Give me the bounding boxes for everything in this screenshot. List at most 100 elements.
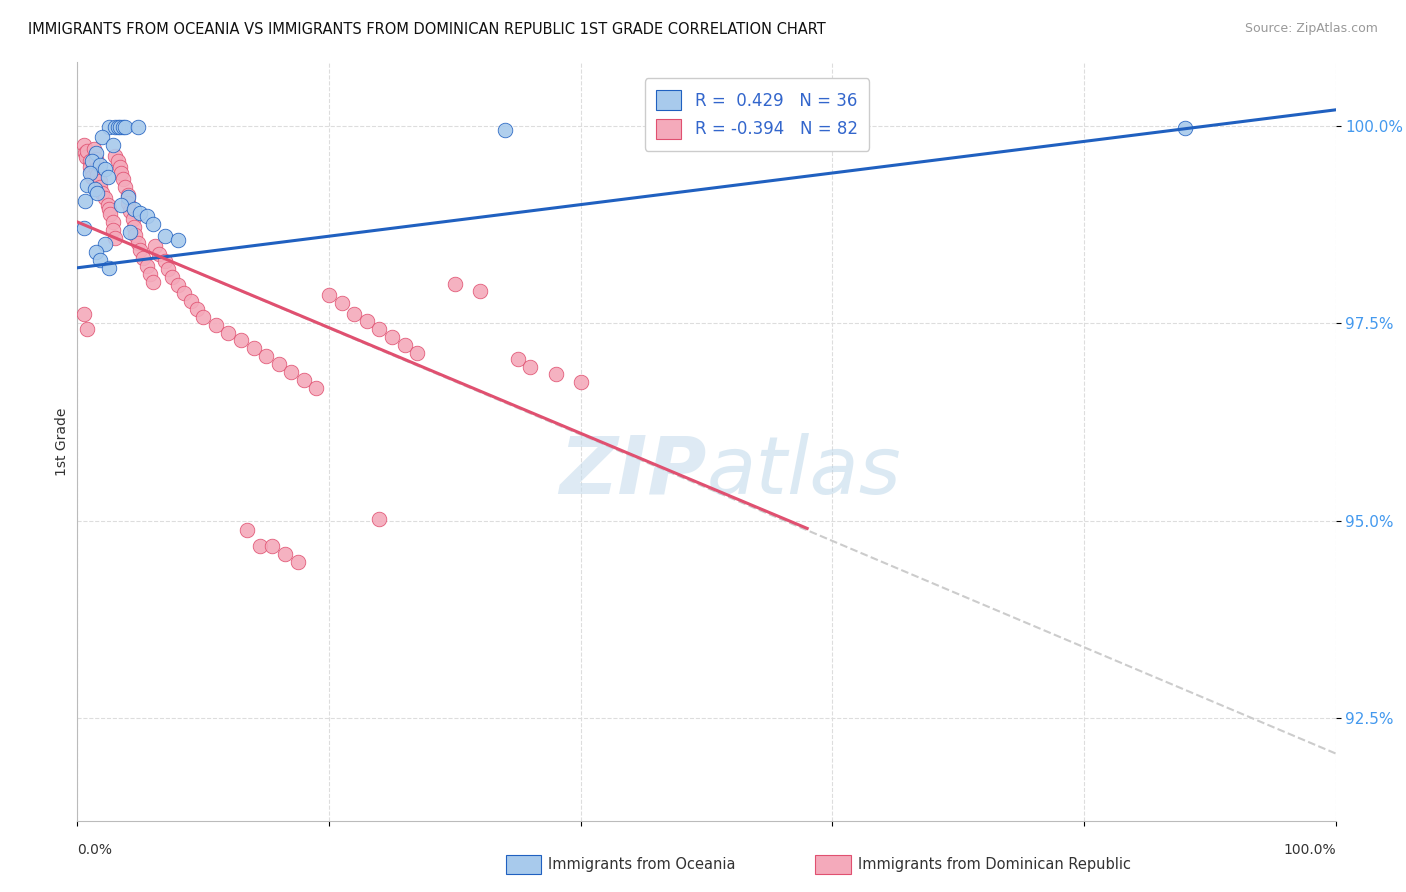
Point (494, 122, 516, 136)
Point (305, 381, 328, 395)
Point (104, 231, 127, 245)
Point (148, 246, 170, 260)
Point (84, 146, 107, 161)
Point (89, 158, 111, 172)
Point (82, 169, 104, 184)
Point (82, 154, 104, 169)
Point (143, 238, 166, 252)
Point (101, 223, 124, 237)
Text: 0.0%: 0.0% (77, 843, 112, 857)
Point (94, 162, 117, 177)
Point (267, 357, 290, 371)
Point (114, 180, 136, 194)
Point (468, 285, 491, 299)
Point (94, 237, 117, 252)
Point (82, 164, 104, 178)
Point (1174, 120, 1197, 135)
Point (569, 376, 592, 390)
Point (83, 142, 105, 156)
Point (75, 150, 97, 164)
Point (104, 120, 127, 135)
Point (519, 359, 541, 374)
Point (107, 120, 129, 135)
Point (76, 144, 98, 158)
Point (318, 288, 340, 302)
Point (142, 275, 165, 289)
Point (91, 130, 114, 145)
Point (204, 318, 226, 332)
Point (84, 152, 107, 166)
Point (444, 277, 467, 291)
Point (117, 188, 139, 202)
Point (127, 235, 149, 250)
Point (368, 512, 391, 526)
Point (124, 227, 146, 242)
Point (98, 207, 121, 221)
Point (79, 166, 101, 180)
Point (108, 120, 131, 135)
Point (120, 203, 142, 218)
Point (117, 190, 139, 204)
Point (129, 244, 152, 258)
Point (108, 160, 131, 174)
Point (142, 218, 165, 232)
Point (121, 211, 143, 226)
Point (104, 148, 127, 162)
Point (72, 221, 94, 235)
Point (156, 262, 179, 277)
Point (280, 365, 302, 379)
Point (544, 368, 567, 382)
Legend: R =  0.429   N = 36, R = -0.394   N = 82: R = 0.429 N = 36, R = -0.394 N = 82 (644, 78, 869, 151)
Point (111, 172, 134, 186)
Point (79, 154, 101, 169)
Point (84, 182, 107, 196)
Point (114, 120, 136, 135)
Point (84, 245, 107, 260)
Point (236, 523, 259, 537)
Point (76, 178, 98, 192)
Point (135, 259, 157, 273)
Point (167, 233, 190, 247)
Point (287, 555, 309, 569)
Point (191, 310, 215, 324)
Point (217, 326, 239, 340)
Point (89, 252, 111, 267)
Point (86, 186, 108, 200)
Point (160, 270, 183, 285)
Point (155, 229, 177, 244)
Point (72, 307, 94, 321)
Point (73, 194, 96, 208)
Point (155, 254, 177, 268)
Point (381, 330, 404, 344)
Point (135, 210, 157, 224)
Point (249, 539, 271, 553)
Point (139, 267, 162, 281)
Point (120, 225, 142, 239)
Point (122, 219, 145, 234)
Point (117, 196, 139, 211)
Point (506, 351, 529, 366)
Text: Immigrants from Oceania: Immigrants from Oceania (548, 857, 735, 871)
Text: Immigrants from Dominican Republic: Immigrants from Dominican Republic (858, 857, 1130, 871)
Point (110, 166, 132, 180)
Point (356, 314, 378, 328)
Point (368, 322, 391, 336)
Point (242, 342, 264, 356)
Point (101, 138, 124, 153)
Point (229, 334, 252, 348)
Point (406, 346, 429, 360)
Point (97, 260, 120, 275)
Point (274, 547, 297, 561)
Text: atlas: atlas (707, 433, 901, 511)
Point (97, 120, 120, 135)
Point (110, 197, 132, 211)
Point (96, 169, 118, 184)
Point (89, 180, 111, 194)
Point (94, 191, 117, 205)
Text: Source: ZipAtlas.com: Source: ZipAtlas.com (1244, 22, 1378, 36)
Point (186, 301, 208, 316)
Text: ZIP: ZIP (560, 433, 707, 511)
Point (96, 197, 118, 211)
Point (79, 160, 101, 174)
Point (394, 338, 416, 352)
